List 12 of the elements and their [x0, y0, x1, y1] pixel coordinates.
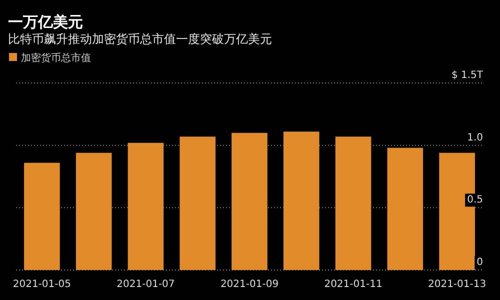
x-tick-label: 2021-01-05	[12, 279, 72, 290]
chart-title: 一万亿美元	[8, 13, 83, 31]
x-tick-label: 2021-01-11	[324, 279, 382, 290]
y-tick-label: $ 1.5T	[451, 70, 484, 81]
y-tick-label: 0.5	[467, 194, 483, 206]
y-tick-label: 0	[476, 257, 483, 268]
x-tick-label: 2021-01-07	[116, 279, 175, 290]
x-tick-label: 2021-01-09	[220, 279, 279, 290]
y-tick-label: 1.0	[467, 132, 483, 144]
x-tick-label: 2021-01-13	[428, 279, 486, 290]
chart-subtitle: 比特币飙升推动加密货币总市值一度突破万亿美元	[8, 32, 272, 46]
legend-label: 加密货币总市值	[21, 52, 91, 64]
